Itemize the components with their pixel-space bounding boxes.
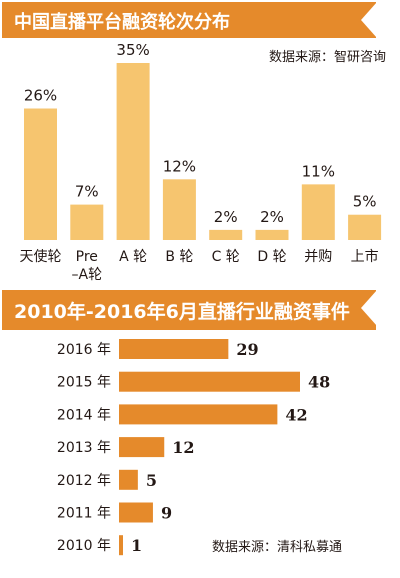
- value-label-3: 12%: [163, 157, 196, 175]
- chart2-source: 数据来源：清科私募通: [212, 540, 343, 555]
- year-label-6: 2010 年: [57, 538, 111, 554]
- bar-5: [255, 229, 289, 240]
- year-label-5: 2011 年: [57, 506, 111, 522]
- chart1-title: 中国直播平台融资轮次分布: [14, 12, 230, 33]
- value-label-1: 7%: [75, 183, 99, 201]
- hvalue-label-1: 48: [308, 373, 330, 392]
- value-label-5: 2%: [260, 208, 284, 226]
- value-label-4: 2%: [214, 208, 238, 226]
- hvalue-label-2: 42: [285, 405, 307, 424]
- value-label-2: 35%: [116, 41, 149, 59]
- category-label-7: 上市: [351, 248, 379, 265]
- hbar-3: [119, 437, 165, 458]
- bar-6: [301, 184, 335, 240]
- hbar-4: [119, 469, 138, 490]
- hvalue-label-5: 9: [161, 504, 172, 523]
- chart1-title-banner: 中国直播平台融资轮次分布: [2, 2, 376, 38]
- hbar-2: [119, 404, 278, 425]
- bar-0: [24, 108, 57, 240]
- category-label-2: A 轮: [119, 249, 147, 265]
- bar-3: [162, 179, 196, 240]
- chart2-title: 2010年-2016年6月直播行业融资事件: [14, 301, 350, 323]
- year-label-3: 2013 年: [57, 440, 111, 456]
- hbar-1: [119, 371, 300, 392]
- hvalue-label-3: 12: [172, 438, 194, 457]
- category-label-1-line-0: Pre: [76, 249, 98, 265]
- hbar-0: [119, 339, 229, 359]
- hbar-5: [119, 502, 153, 523]
- hvalue-label-0: 29: [236, 340, 258, 359]
- round-distribution-chart: 26% 天使轮 7% Pre –A轮 35% A 轮 12% B 轮 2% C 轮 2% D 轮 11% 并…: [20, 41, 382, 283]
- category-label-1-line-1: –A轮: [72, 267, 103, 283]
- year-label-4: 2012 年: [57, 473, 111, 489]
- value-label-7: 5%: [353, 193, 377, 211]
- value-label-6: 11%: [302, 162, 335, 180]
- hvalue-label-4: 5: [146, 471, 157, 490]
- bar-2: [116, 63, 150, 240]
- bar-4: [209, 229, 243, 240]
- category-label-5: D 轮: [257, 249, 286, 265]
- category-label-6: 并购: [304, 249, 332, 265]
- bar-1: [70, 204, 104, 240]
- category-label-3: B 轮: [165, 249, 193, 265]
- hbar-6: [119, 535, 123, 556]
- year-label-1: 2015 年: [57, 375, 111, 391]
- bar-7: [348, 214, 382, 240]
- chart1-source: 数据来源：智研咨询: [268, 50, 386, 65]
- year-label-2: 2014 年: [57, 407, 111, 423]
- hvalue-label-6: 1: [131, 536, 142, 555]
- year-label-0: 2016 年: [57, 342, 111, 358]
- chart2-title-banner: 2010年-2016年6月直播行业融资事件: [2, 290, 376, 330]
- value-label-0: 26%: [24, 87, 57, 105]
- category-label-0: 天使轮: [20, 248, 62, 265]
- category-label-4: C 轮: [212, 249, 240, 265]
